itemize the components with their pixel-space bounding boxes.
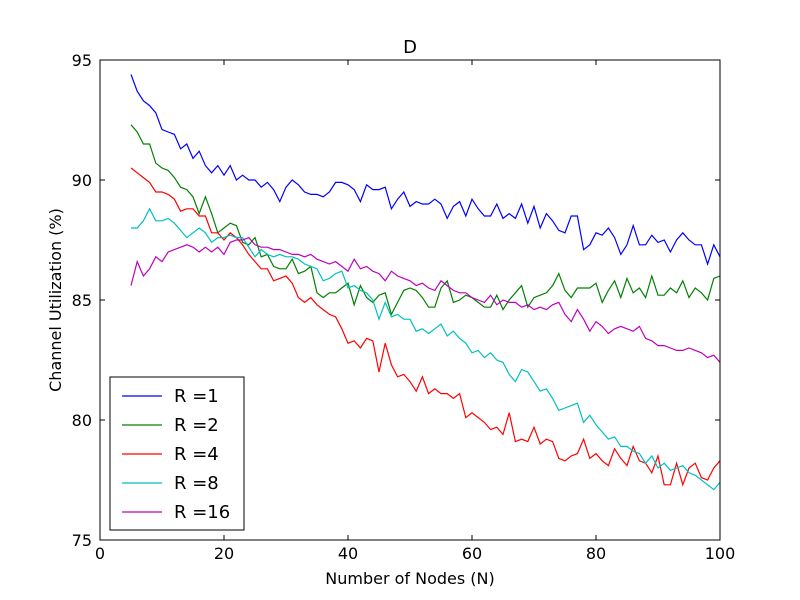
- y-tick-label: 95: [72, 51, 92, 70]
- ticks-layer: 0 20 40 60 80 100 75 80 85 90 95: [72, 51, 736, 563]
- legend-label-3: R =4: [174, 444, 219, 465]
- x-tick-label: 20: [214, 544, 234, 563]
- legend-label-2: R =2: [174, 415, 219, 436]
- series-line-1: [130, 74, 721, 266]
- x-tick-label: 100: [705, 544, 736, 563]
- series-line-2: [130, 124, 721, 317]
- y-tick-label: 80: [72, 411, 92, 430]
- legend: R =1 R =2 R =4 R =8 R =16: [109, 376, 245, 531]
- chart-title: D: [403, 37, 417, 58]
- legend-label-1: R =1: [174, 386, 219, 407]
- y-tick-label: 90: [72, 171, 92, 190]
- series-line-4: [131, 207, 721, 491]
- x-tick-label: 40: [338, 544, 358, 563]
- x-tick-label: 80: [586, 544, 606, 563]
- legend-label-4: R =8: [174, 473, 219, 494]
- y-tick-label: 75: [72, 531, 92, 550]
- series-layer: [130, 74, 721, 491]
- x-tick-label: 0: [95, 544, 105, 563]
- x-axis-label: Number of Nodes (N): [325, 569, 495, 588]
- series-line-5: [130, 236, 721, 363]
- series-line-3: [130, 167, 721, 487]
- y-tick-label: 85: [72, 291, 92, 310]
- x-tick-label: 60: [462, 544, 482, 563]
- y-axis-label: Channel Utilization (%): [46, 208, 65, 392]
- legend-label-5: R =16: [174, 502, 230, 523]
